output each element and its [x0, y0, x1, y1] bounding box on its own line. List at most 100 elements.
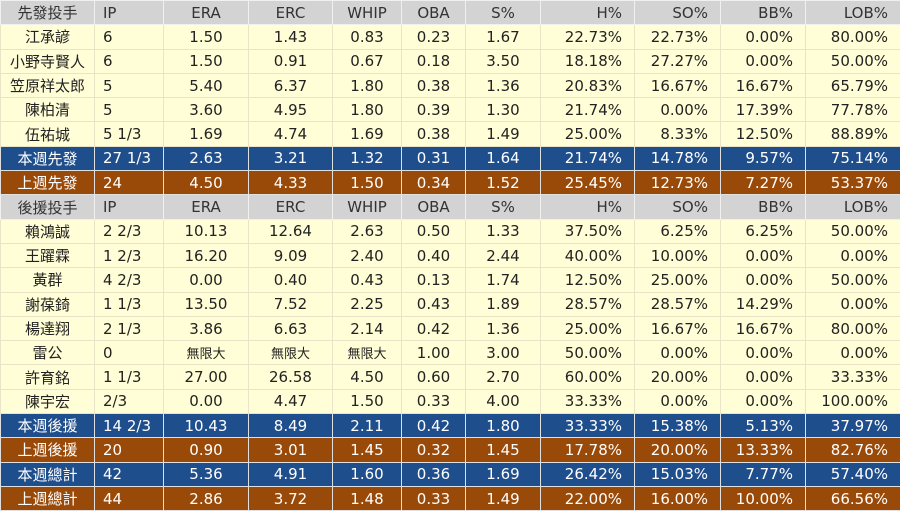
stat-cell: 2.86: [163, 485, 249, 512]
table-row: 許育銘 1 1/3 27.00 26.58 4.50 0.60 2.70 60.00% 20.0…: [0, 364, 900, 390]
stat-cell: 20: [94, 437, 164, 463]
stat-cell: 5: [94, 97, 164, 123]
stat-cell: 7.27%: [720, 170, 806, 196]
stat-cell: 28.57%: [634, 291, 721, 317]
stat-cell: 3.01: [248, 437, 333, 463]
total-label: 上週總計: [0, 485, 95, 512]
stat-cell: 2 2/3: [94, 218, 164, 244]
stat-cell: 21.74%: [540, 145, 635, 172]
column-header: BB%: [720, 0, 806, 26]
pitcher-name: 陳宇宏: [0, 388, 95, 415]
table-row: 笠原祥太郎 5 5.40 6.37 1.80 0.38 1.36 20.83% 16.67% 16…: [0, 72, 900, 99]
stat-cell: 0.00%: [720, 340, 806, 366]
stat-cell: 16.67%: [634, 72, 721, 99]
stat-cell: 1.69: [163, 121, 249, 147]
stat-cell: 37.50%: [540, 218, 635, 244]
column-header: IP: [94, 194, 164, 220]
stat-cell: 21.74%: [540, 97, 635, 123]
stat-cell: 1.64: [465, 145, 541, 172]
stat-cell: 1.74: [465, 267, 541, 293]
pitcher-name: 江承諺: [0, 24, 95, 50]
stat-cell: 1.45: [332, 437, 402, 463]
stat-cell: 53.37%: [805, 170, 900, 196]
stat-cell: 100.00%: [805, 388, 900, 415]
stat-cell: 20.00%: [634, 437, 721, 463]
stat-cell: 無限大: [332, 340, 402, 366]
column-header: S%: [465, 0, 541, 26]
total-label: 本週總計: [0, 461, 95, 487]
stat-cell: 7.77%: [720, 461, 806, 487]
stat-cell: 0.90: [163, 437, 249, 463]
stat-cell: 6: [94, 48, 164, 74]
stat-cell: 1.49: [465, 485, 541, 512]
column-header: OBA: [401, 0, 466, 26]
stat-cell: 無限大: [163, 340, 249, 366]
stat-cell: 1.36: [465, 72, 541, 99]
stat-cell: 13.50: [163, 291, 249, 317]
stat-cell: 4.00: [465, 388, 541, 415]
stat-cell: 0: [94, 340, 164, 366]
table-row: 王躍霖 1 2/3 16.20 9.09 2.40 0.40 2.44 40.00% 10.00…: [0, 242, 900, 269]
column-header: BB%: [720, 194, 806, 220]
stat-cell: 0.67: [332, 48, 402, 74]
stat-cell: 33.33%: [805, 364, 900, 390]
stat-cell: 1.45: [465, 437, 541, 463]
stat-cell: 1 1/3: [94, 291, 164, 317]
stat-cell: 50.00%: [805, 218, 900, 244]
stat-cell: 77.78%: [805, 97, 900, 123]
stat-cell: 33.33%: [540, 388, 635, 415]
stat-cell: 0.00: [163, 267, 249, 293]
stat-cell: 37.97%: [805, 413, 900, 439]
stat-cell: 22.73%: [540, 24, 635, 50]
stat-cell: 0.32: [401, 437, 466, 463]
pitcher-name: 笠原祥太郎: [0, 72, 95, 99]
stat-cell: 0.00%: [720, 48, 806, 74]
total-row: 上週後援 20 0.90 3.01 1.45 0.32 1.45 17.78% 20.00% 13…: [0, 437, 900, 463]
stat-cell: 1.80: [332, 97, 402, 123]
pitcher-name: 雷公: [0, 340, 95, 366]
pitcher-name: 小野寺賢人: [0, 48, 95, 74]
stat-cell: 13.33%: [720, 437, 806, 463]
stat-cell: 6: [94, 24, 164, 50]
stat-cell: 10.00%: [634, 242, 721, 269]
stat-cell: 0.00%: [720, 24, 806, 50]
stat-cell: 57.40%: [805, 461, 900, 487]
pitching-stats-table: 先發投手 IP ERA ERC WHIP OBA S% H% SO% BB% LOB% 江承諺 6 1.5…: [0, 0, 900, 512]
header-row: 先發投手 IP ERA ERC WHIP OBA S% H% SO% BB% LOB%: [0, 0, 900, 26]
stat-cell: 4.50: [332, 364, 402, 390]
stat-cell: 22.73%: [634, 24, 721, 50]
stat-cell: 0.34: [401, 170, 466, 196]
table-row: 賴鴻誠 2 2/3 10.13 12.64 2.63 0.50 1.33 37.50% 6.25…: [0, 218, 900, 244]
stat-cell: 12.50%: [720, 121, 806, 147]
stat-cell: 1 1/3: [94, 364, 164, 390]
stat-cell: 0.38: [401, 121, 466, 147]
stat-cell: 4 2/3: [94, 267, 164, 293]
stat-cell: 2/3: [94, 388, 164, 415]
stat-cell: 4.50: [163, 170, 249, 196]
stat-cell: 1.50: [332, 388, 402, 415]
stat-cell: 2.40: [332, 242, 402, 269]
stat-cell: 10.00%: [720, 485, 806, 512]
column-header: H%: [540, 0, 635, 26]
total-label: 本週先發: [0, 145, 95, 172]
stat-cell: 25.00%: [540, 121, 635, 147]
column-header: LOB%: [805, 0, 900, 26]
stat-cell: 0.31: [401, 145, 466, 172]
stat-cell: 2.63: [163, 145, 249, 172]
stat-cell: 2.25: [332, 291, 402, 317]
table-row: 伍祐城 5 1/3 1.69 4.74 1.69 0.38 1.49 25.00% 8.33% 1…: [0, 121, 900, 147]
stat-cell: 2 1/3: [94, 315, 164, 342]
stat-cell: 3.00: [465, 340, 541, 366]
stat-cell: 6.25%: [634, 218, 721, 244]
stat-cell: 3.21: [248, 145, 333, 172]
stat-cell: 1.32: [332, 145, 402, 172]
stat-cell: 88.89%: [805, 121, 900, 147]
stat-cell: 無限大: [248, 340, 333, 366]
stat-cell: 14 2/3: [94, 413, 164, 439]
stat-cell: 5: [94, 72, 164, 99]
stat-cell: 25.00%: [540, 315, 635, 342]
stat-cell: 0.00%: [720, 364, 806, 390]
stat-cell: 0.40: [248, 267, 333, 293]
stat-cell: 3.60: [163, 97, 249, 123]
table-row: 雷公 0 無限大 無限大 無限大 1.00 3.00 50.00% 0.00% 0.00% 0.00…: [0, 340, 900, 366]
